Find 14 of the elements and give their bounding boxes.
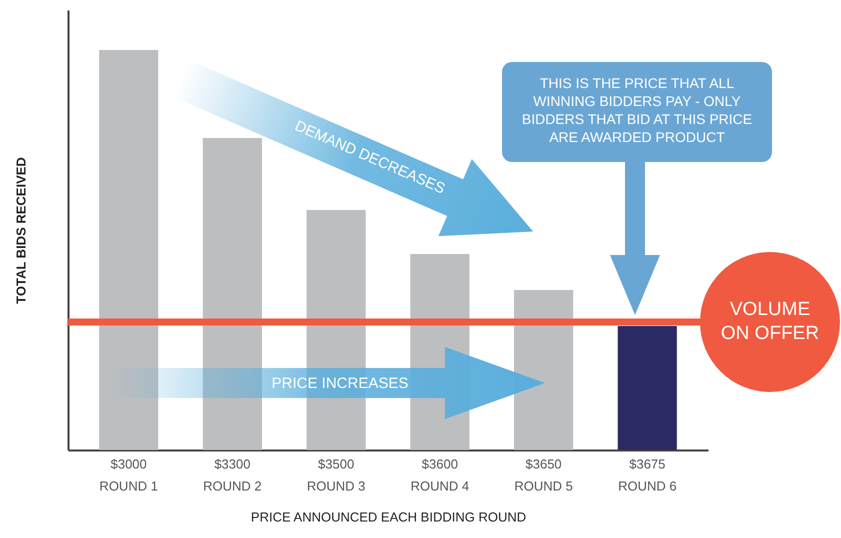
x-tick-label: $3300 ROUND 2 bbox=[203, 456, 262, 494]
annotation: PRICE INCREASES bbox=[270, 374, 410, 393]
x-tick-label: $3000 ROUND 1 bbox=[99, 456, 158, 494]
y-axis-title: TOTAL BIDS RECEIVED bbox=[14, 157, 28, 304]
annotation: THIS IS THE PRICE THAT ALL WINNING BIDDERS PAY - ONLY BIDDERS THAT BID AT THIS PRICE ARE AWARDED PRODUCT bbox=[520, 74, 754, 146]
x-tick-label: $3600 ROUND 4 bbox=[410, 456, 470, 494]
x-tick-label: $3650 ROUND 5 bbox=[514, 456, 573, 494]
x-axis-title: PRICE ANNOUNCED EACH BIDDING ROUND bbox=[250, 510, 526, 524]
bar bbox=[618, 326, 677, 450]
x-tick-label: $3675 ROUND 6 bbox=[618, 456, 677, 494]
bar bbox=[514, 290, 574, 450]
bar bbox=[99, 50, 158, 450]
x-tick-label: $3500 ROUND 3 bbox=[306, 456, 366, 494]
ref-line-label: VOLUME ON OFFER bbox=[720, 298, 820, 346]
